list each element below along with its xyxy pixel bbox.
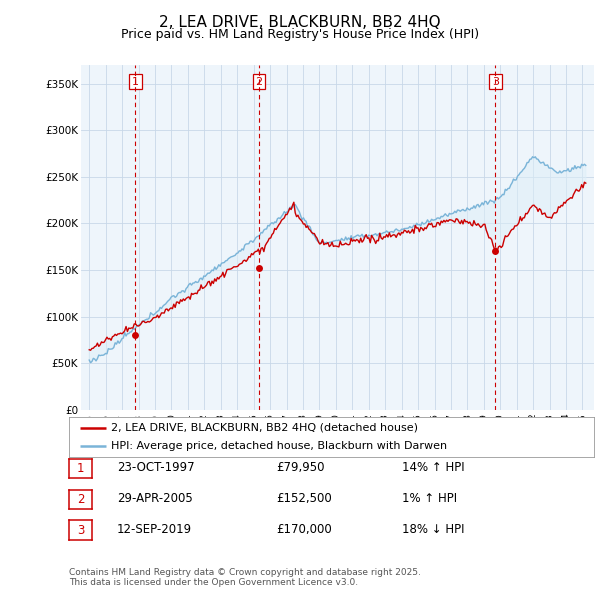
- Text: 12-SEP-2019: 12-SEP-2019: [117, 523, 192, 536]
- Text: 1% ↑ HPI: 1% ↑ HPI: [402, 492, 457, 505]
- Text: 14% ↑ HPI: 14% ↑ HPI: [402, 461, 464, 474]
- Text: 23-OCT-1997: 23-OCT-1997: [117, 461, 194, 474]
- Text: 2, LEA DRIVE, BLACKBURN, BB2 4HQ (detached house): 2, LEA DRIVE, BLACKBURN, BB2 4HQ (detach…: [111, 423, 418, 433]
- Text: HPI: Average price, detached house, Blackburn with Darwen: HPI: Average price, detached house, Blac…: [111, 441, 447, 451]
- Text: 2, LEA DRIVE, BLACKBURN, BB2 4HQ: 2, LEA DRIVE, BLACKBURN, BB2 4HQ: [159, 15, 441, 30]
- Text: £170,000: £170,000: [276, 523, 332, 536]
- Text: 3: 3: [77, 523, 84, 537]
- Text: 18% ↓ HPI: 18% ↓ HPI: [402, 523, 464, 536]
- Text: 3: 3: [492, 77, 499, 87]
- Text: 1: 1: [77, 462, 84, 476]
- Text: 2: 2: [77, 493, 84, 506]
- Text: 2: 2: [256, 77, 263, 87]
- Text: £152,500: £152,500: [276, 492, 332, 505]
- Text: Price paid vs. HM Land Registry's House Price Index (HPI): Price paid vs. HM Land Registry's House …: [121, 28, 479, 41]
- Text: Contains HM Land Registry data © Crown copyright and database right 2025.
This d: Contains HM Land Registry data © Crown c…: [69, 568, 421, 587]
- Text: 1: 1: [132, 77, 139, 87]
- Text: £79,950: £79,950: [276, 461, 325, 474]
- Text: 29-APR-2005: 29-APR-2005: [117, 492, 193, 505]
